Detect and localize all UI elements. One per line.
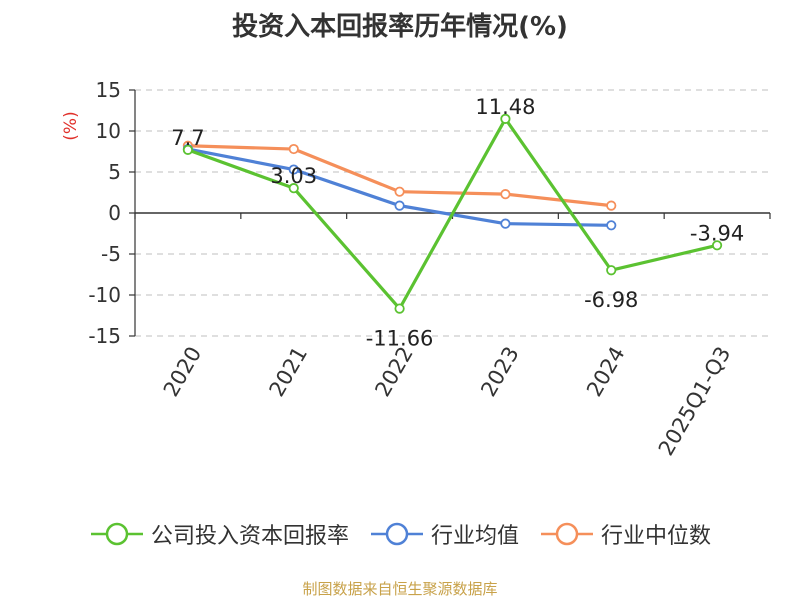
legend-swatch-marker [385, 522, 409, 546]
data-label: -6.98 [584, 288, 638, 312]
data-label: -11.66 [366, 327, 434, 351]
x-tick-label: 2025Q1-Q3 [654, 343, 736, 460]
data-point [606, 200, 617, 211]
legend-label: 行业均值 [430, 524, 519, 549]
data-label: 3.03 [270, 164, 317, 188]
axis-layer: 15 10 5 0 -5 -10 -15 (%) 2020 2021 2022 2023 2024 202… [61, 78, 771, 460]
data-point [394, 186, 405, 197]
data-point [606, 220, 617, 231]
data-point [606, 265, 617, 276]
y-tick-label: -15 [88, 324, 121, 348]
series-layer [182, 113, 723, 314]
data-point [394, 200, 405, 211]
data-point [288, 164, 299, 175]
x-tick-label: 2022 [370, 343, 418, 401]
data-label-layer: 7.7 3.03 -11.66 11.48 -6.98 -3.94 [171, 95, 744, 351]
grid-layer [135, 89, 770, 337]
y-tick-label: -10 [88, 283, 121, 307]
data-label: 11.48 [475, 95, 535, 119]
data-point [394, 303, 405, 314]
y-tick-label: 5 [108, 160, 121, 184]
source-note: 制图数据来自恒生聚源数据库 [302, 580, 498, 598]
legend-swatch-icon [541, 522, 593, 546]
legend-swatch-marker [555, 522, 579, 546]
legend-item: 公司投入资本回报率 [89, 518, 349, 550]
data-point [500, 218, 511, 229]
x-tick-label: 2021 [265, 343, 313, 401]
legend-swatch-marker [105, 522, 129, 546]
x-tick-label: 2024 [582, 343, 630, 401]
legend-label: 公司投入资本回报率 [150, 524, 349, 549]
legend-item: 行业中位数 [539, 518, 711, 550]
legend-item: 行业均值 [369, 518, 519, 550]
data-point [182, 144, 194, 155]
y-tick-label: 10 [96, 119, 121, 143]
data-point [500, 189, 511, 200]
legend-swatch-icon [90, 522, 143, 546]
y-axis-label: (%) [61, 111, 81, 140]
legend-swatch-icon [370, 522, 423, 546]
data-label: -3.94 [690, 221, 744, 245]
data-label: 7.7 [171, 126, 204, 150]
y-tick-label: 0 [108, 201, 121, 225]
legend: 公司投入资本回报率 行业均值 行业中位数 [0, 518, 800, 550]
y-tick-label: 15 [96, 78, 121, 102]
series-line [187, 117, 718, 311]
data-point [288, 143, 299, 155]
x-tick-label: 2020 [159, 343, 207, 401]
y-tick-label: -5 [101, 242, 121, 266]
data-point [711, 240, 723, 251]
x-tick-label: 2023 [476, 343, 524, 401]
data-point [500, 113, 511, 124]
data-point [288, 183, 299, 194]
legend-label: 行业中位数 [601, 524, 712, 549]
chart-title: 投资入本回报率历年情况(%) [232, 12, 568, 42]
